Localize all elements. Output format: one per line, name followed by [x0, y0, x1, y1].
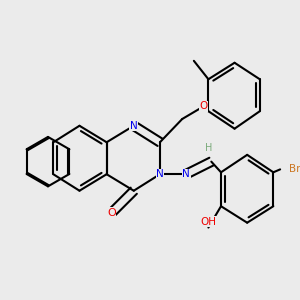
Text: H: H [205, 143, 212, 153]
Text: N: N [156, 169, 164, 179]
Text: OH: OH [200, 217, 216, 227]
Text: O: O [107, 208, 116, 218]
Text: Br: Br [289, 164, 300, 174]
Text: N: N [130, 121, 138, 131]
Text: O: O [200, 101, 208, 111]
Text: N: N [182, 169, 190, 179]
